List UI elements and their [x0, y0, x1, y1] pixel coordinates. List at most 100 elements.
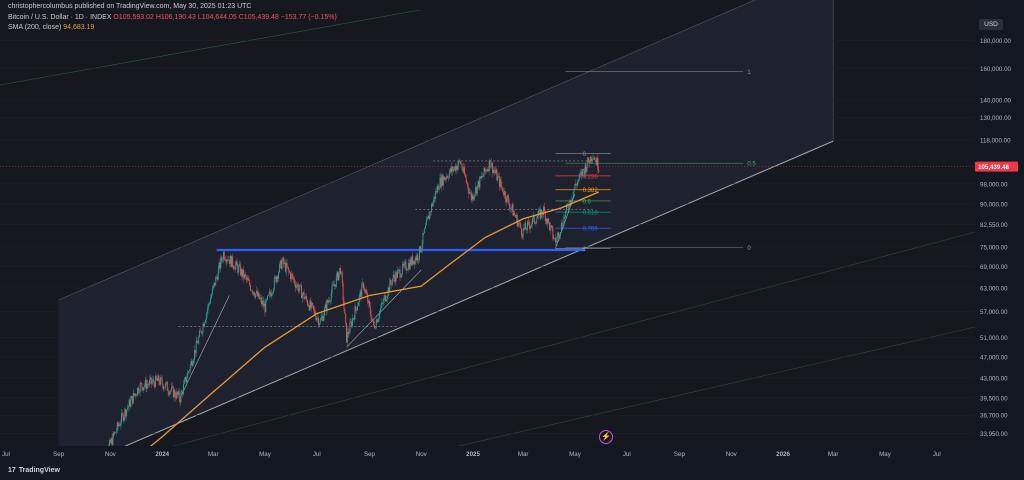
candle-body: [571, 199, 573, 203]
currency-button[interactable]: USD: [979, 19, 1003, 30]
price-tick-label: 57,000.00: [980, 309, 1008, 316]
candle-body: [222, 252, 224, 261]
candle-body: [295, 285, 297, 288]
candle-body: [596, 158, 598, 165]
candle-body: [126, 407, 128, 410]
candle-body: [588, 157, 590, 162]
time-tick-label: May: [569, 451, 582, 458]
candle-body: [226, 259, 228, 262]
price-tick-label: 69,000.00: [980, 264, 1008, 271]
candle-body: [191, 360, 193, 367]
candle-body: [254, 295, 256, 298]
candle-body: [237, 265, 239, 273]
candle-body: [194, 350, 195, 360]
candle-body: [376, 319, 378, 323]
channel-upper-line[interactable]: [58, 0, 834, 301]
candle-body: [231, 256, 233, 267]
candle-body: [356, 308, 358, 311]
candle-body: [470, 192, 472, 201]
candle-body: [402, 263, 404, 274]
candle-body: [223, 252, 225, 259]
candle-body: [496, 169, 498, 181]
candle-body: [421, 244, 423, 250]
candle-body: [136, 395, 138, 396]
candle-body: [594, 157, 595, 160]
candle-body: [518, 222, 520, 224]
candle-body: [431, 204, 433, 207]
candle-body: [381, 303, 383, 304]
candle-body: [346, 331, 348, 343]
candle-body: [454, 166, 456, 172]
candle-body: [504, 191, 506, 200]
candle-body: [474, 194, 476, 197]
candle-body: [282, 257, 284, 261]
candle-body: [267, 295, 268, 300]
candle-body: [216, 276, 218, 278]
candle-body: [495, 169, 497, 173]
candle-body: [114, 432, 116, 435]
candle-body: [195, 340, 197, 354]
candle-body: [112, 433, 114, 445]
candle-body: [147, 384, 149, 385]
candle-body: [524, 223, 526, 230]
candle-body: [318, 317, 319, 326]
candle-body: [261, 297, 263, 305]
candle-body: [586, 167, 588, 172]
candle-body: [468, 189, 470, 194]
candle-body: [304, 297, 306, 299]
candle-body: [310, 300, 312, 308]
time-tick-label: Sep: [53, 451, 65, 458]
candle-body: [306, 300, 308, 306]
candle-body: [283, 257, 285, 265]
price-axis-panel[interactable]: [975, 0, 1024, 462]
candle-body: [134, 393, 136, 396]
candle-body: [513, 212, 515, 216]
candle-body: [397, 269, 399, 271]
candle-body: [182, 391, 184, 395]
tradingview-logo[interactable]: 17 TradingView: [8, 467, 60, 474]
candle-body: [591, 159, 593, 161]
candle-body: [298, 288, 300, 291]
trend-line-upper[interactable]: [0, 9, 421, 86]
candle-body: [267, 294, 269, 296]
candle-body: [311, 302, 313, 308]
candle-body: [204, 322, 206, 327]
parallel-channel-fill: [58, 0, 834, 475]
candle-body: [435, 191, 437, 199]
candle-body: [261, 300, 263, 305]
trend-helper-2[interactable]: [346, 269, 422, 348]
sma-200-line[interactable]: [109, 191, 600, 480]
candle-body: [363, 288, 365, 291]
candle-body: [213, 282, 215, 287]
candle-body: [326, 300, 328, 312]
candle-body: [490, 166, 492, 168]
candle-body: [115, 431, 117, 433]
candle-body: [552, 228, 554, 239]
candle-body: [272, 292, 274, 294]
trend-helper-1[interactable]: [179, 295, 230, 399]
candle-body: [150, 377, 152, 384]
candle-body: [534, 222, 536, 224]
lightning-icon[interactable]: ⚡: [599, 430, 613, 444]
candle-body: [122, 413, 124, 421]
candle-body: [271, 293, 273, 297]
trend-line-middle[interactable]: [139, 231, 976, 456]
candle-body: [188, 370, 190, 372]
channel-lower-line[interactable]: [58, 140, 834, 476]
sma-legend[interactable]: SMA (200, close) 94,683.19: [8, 24, 94, 31]
candle-body: [199, 330, 201, 338]
last-price-badge[interactable]: [975, 161, 1018, 172]
candle-body: [434, 196, 436, 199]
candle-body: [368, 300, 370, 304]
candle-body: [493, 169, 495, 172]
candle-body: [349, 322, 351, 333]
candle-body: [536, 218, 538, 224]
candle-body: [498, 176, 500, 187]
candle-body: [184, 377, 186, 381]
time-tick-label: Sep: [364, 451, 376, 458]
time-axis-panel[interactable]: [0, 446, 975, 462]
candle-body: [462, 168, 464, 172]
candle-body: [289, 271, 291, 273]
candle-body: [491, 162, 493, 167]
